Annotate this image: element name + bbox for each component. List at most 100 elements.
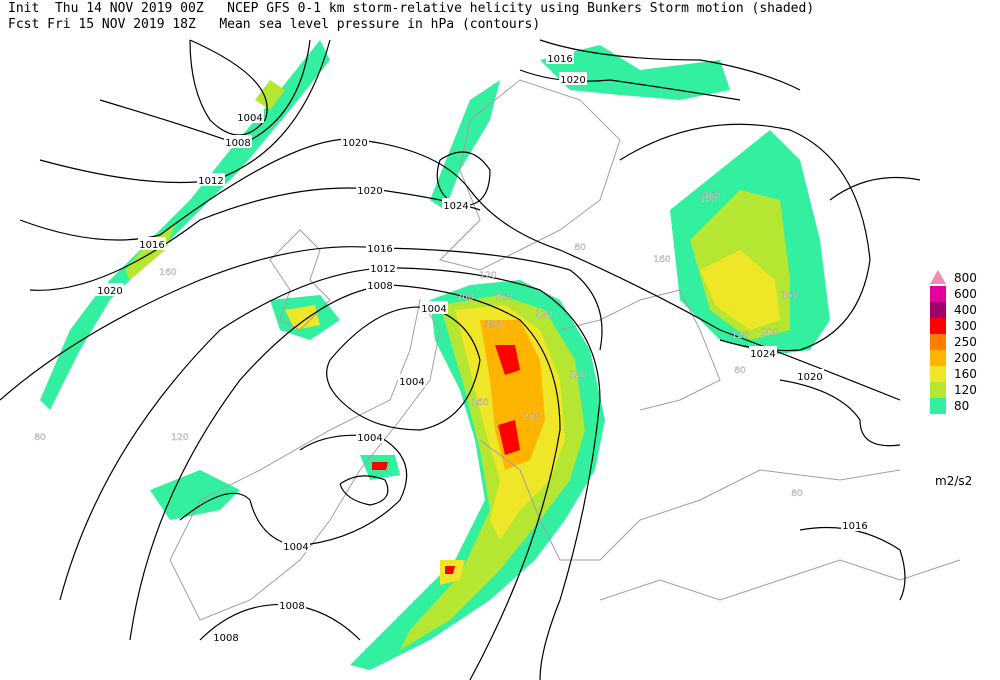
isobar: [436, 151, 491, 207]
shading-label: 160: [159, 268, 176, 278]
legend-swatch: [930, 398, 946, 414]
shading-label: 120: [479, 271, 496, 281]
shading-label: 160: [653, 255, 670, 265]
shading-label: 200: [761, 328, 778, 338]
legend-label: 120: [954, 383, 977, 397]
isobar: [619, 123, 871, 352]
legend-unit: m2/s2: [935, 474, 972, 488]
shading-label: 80: [574, 243, 586, 253]
coastline: [169, 298, 441, 621]
isobar: [129, 284, 561, 680]
label-background: [341, 135, 369, 148]
coastline: [599, 559, 961, 601]
legend-swatch: [930, 286, 946, 302]
label-background: [366, 241, 394, 254]
shading-label: 350: [484, 320, 501, 330]
contour-label: 1008: [279, 601, 304, 612]
shading-label: 120: [535, 310, 552, 320]
contour-label: 1016: [139, 240, 164, 251]
legend-label: 160: [954, 367, 977, 381]
label-background: [841, 518, 869, 531]
coastline: [479, 439, 901, 561]
legend-swatch: [930, 350, 946, 366]
shading-label: 120: [569, 370, 586, 380]
isobar: [326, 306, 481, 431]
label-background: [559, 72, 587, 85]
legend-swatch: [930, 318, 946, 334]
isobar: [829, 177, 921, 201]
isobar: [189, 39, 268, 136]
label-background: [796, 369, 824, 382]
contour-label: 1020: [342, 138, 367, 149]
shading-label: 160: [471, 398, 488, 408]
contour-label: 1004: [399, 377, 424, 388]
isobar: [799, 526, 906, 601]
legend-label: 400: [954, 303, 977, 317]
legend-swatch: [930, 334, 946, 350]
legend-label: 600: [954, 287, 977, 301]
contour-label: 1008: [367, 281, 392, 292]
isobar: [0, 246, 603, 401]
legend-label: 200: [954, 351, 977, 365]
isobar: [779, 379, 901, 447]
shading-label: 120: [699, 195, 716, 205]
label-background: [224, 135, 252, 148]
helicity-area: [700, 250, 780, 330]
label-background: [356, 430, 384, 443]
coastline: [269, 229, 331, 331]
shading-label: 200: [456, 293, 473, 303]
legend: m2/s2 800 600 400 300 250 200 160 120 80: [930, 270, 977, 488]
label-background: [546, 51, 574, 64]
legend-label: 80: [954, 399, 969, 413]
header-line: Fcst Fri 15 NOV 2019 18Z Mean sea level …: [8, 17, 541, 32]
shading-label: 160: [703, 191, 720, 201]
label-background: [278, 598, 306, 611]
contour-label: 1012: [370, 264, 395, 275]
contour-label: 1004: [421, 304, 446, 315]
contour-label: 1008: [213, 633, 238, 644]
label-background: [282, 539, 310, 552]
label-background: [369, 261, 397, 274]
contour-label: 1008: [225, 138, 250, 149]
helicity-area: [495, 345, 520, 455]
contour-label: 1024: [750, 349, 775, 360]
label-background: [442, 198, 470, 211]
label-background: [197, 173, 225, 186]
label-background: [138, 237, 166, 250]
shading-label: 160: [781, 291, 798, 301]
shading-label: 80: [34, 433, 46, 443]
label-background: [749, 346, 777, 359]
label-background: [236, 110, 264, 123]
helicity-area: [285, 305, 465, 585]
isobar: [519, 69, 741, 101]
contour-labels: 1004 1008 1012 1016 1020 1020 1020 1024 1016 1012…: [34, 51, 869, 644]
contour-label: 1020: [357, 186, 382, 197]
contour-label: 1016: [842, 521, 867, 532]
contour-label: 1004: [357, 433, 382, 444]
contour-label: 1004: [283, 542, 308, 553]
contour-label: 1024: [443, 201, 468, 212]
header-line: Init Thu 14 NOV 2019 00Z NCEP GFS 0-1 km…: [8, 1, 815, 16]
isobar: [59, 267, 601, 680]
helicity-area: [372, 462, 455, 574]
isobar: [29, 187, 481, 291]
shading-label: 160: [495, 293, 512, 303]
legend-swatch: [930, 382, 946, 398]
helicity-area: [150, 295, 400, 520]
contour-label: 1020: [97, 286, 122, 297]
legend-label: 250: [954, 335, 977, 349]
contour-label: 1020: [560, 75, 585, 86]
helicity-area: [40, 40, 330, 410]
helicity-area: [480, 320, 545, 470]
contour-label: 1012: [198, 176, 223, 187]
legend-swatch: [930, 366, 946, 382]
shading-label: 120: [171, 433, 188, 443]
legend-label: 800: [954, 271, 977, 285]
shading-label: 80: [791, 489, 803, 499]
label-background: [212, 630, 240, 643]
isobar: [339, 475, 389, 506]
shading-label: 120: [731, 331, 748, 341]
legend-label: 300: [954, 319, 977, 333]
